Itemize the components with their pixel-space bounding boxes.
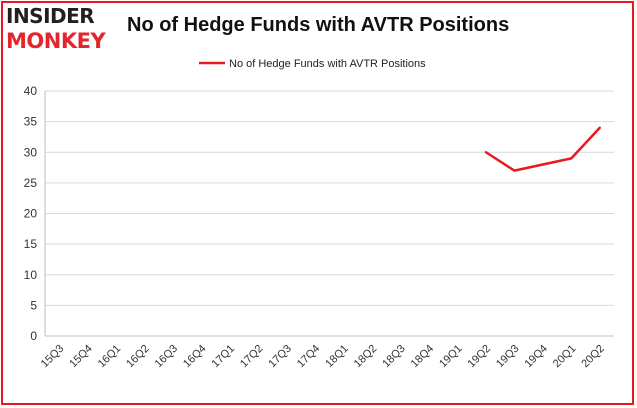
logo-top-text: INSIDER (6, 4, 95, 28)
data-point (570, 157, 573, 160)
x-tick-label: 16Q3 (153, 343, 181, 371)
data-point (513, 169, 516, 172)
y-tick-label: 5 (30, 298, 37, 312)
x-tick-label: 17Q3 (266, 343, 294, 371)
chart-title: No of Hedge Funds with AVTR Positions (127, 14, 510, 36)
x-tick-label: 19Q4 (522, 343, 550, 371)
series-layer (484, 126, 601, 172)
y-tick-label: 0 (30, 329, 37, 343)
y-tick-label: 30 (24, 145, 38, 159)
logo-bottom-text: MONKEY (6, 29, 106, 53)
legend: No of Hedge Funds with AVTR Positions (199, 58, 426, 70)
x-tick-label: 18Q3 (380, 343, 408, 371)
insider-monkey-logo: INSIDER MONKEY (6, 4, 118, 54)
y-tick-label: 40 (24, 84, 38, 98)
x-tick-label: 16Q1 (96, 343, 124, 371)
x-tick-label: 18Q4 (409, 343, 437, 371)
y-axis-ticks: 0 5 10 15 20 25 30 35 40 (24, 84, 38, 343)
x-tick-label: 19Q2 (466, 343, 494, 371)
x-tick-label: 18Q1 (323, 343, 351, 371)
x-tick-label: 16Q2 (124, 343, 152, 371)
x-tick-label: 15Q4 (67, 343, 95, 371)
x-tick-label: 17Q2 (238, 343, 266, 371)
x-tick-label: 20Q1 (551, 343, 579, 371)
x-tick-label: 20Q2 (579, 343, 607, 371)
x-tick-label: 19Q1 (437, 343, 465, 371)
y-tick-label: 25 (24, 176, 38, 190)
y-tick-label: 20 (24, 207, 38, 221)
data-point (484, 151, 488, 154)
x-tick-label: 17Q1 (210, 343, 238, 371)
grid-lines (45, 90, 614, 337)
x-tick-label: 19Q3 (494, 343, 522, 371)
x-axis-ticks: 15Q3 15Q4 16Q1 16Q2 16Q3 16Q4 17Q1 17Q2 17Q3 17Q4… (39, 343, 607, 371)
x-tick-label: 15Q3 (39, 343, 67, 371)
x-tick-label: 16Q4 (181, 343, 209, 371)
data-point (598, 126, 601, 129)
data-point (541, 163, 545, 166)
y-tick-label: 10 (24, 268, 38, 282)
legend-label: No of Hedge Funds with AVTR Positions (229, 58, 426, 70)
x-tick-label: 18Q2 (352, 343, 380, 371)
x-tick-label: 17Q4 (295, 343, 323, 371)
axes (44, 91, 614, 337)
y-tick-label: 15 (24, 237, 38, 251)
y-tick-label: 35 (24, 115, 38, 129)
